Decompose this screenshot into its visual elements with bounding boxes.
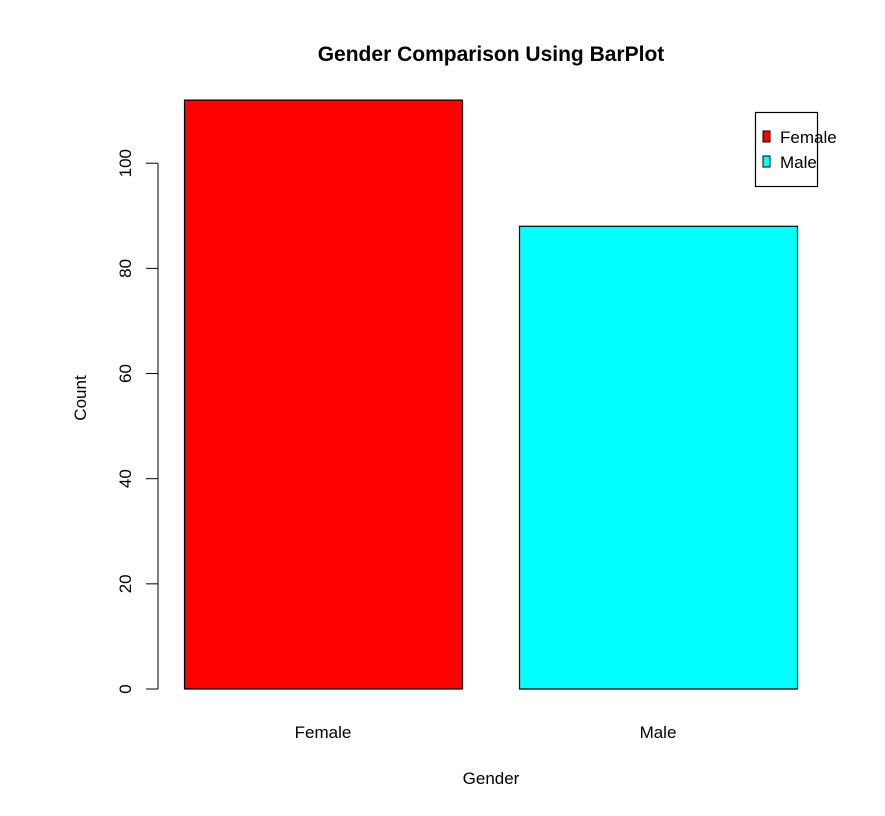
bar-female: [183, 99, 464, 690]
x-tick-label: Female: [295, 723, 352, 742]
legend: Female Male: [754, 111, 837, 188]
y-tick-label: 100: [116, 149, 135, 177]
bars-group: [183, 99, 799, 690]
x-tick-label: Male: [640, 723, 677, 742]
y-tick-label: 60: [116, 364, 135, 383]
bar-male: [518, 225, 799, 690]
legend-swatch: [762, 130, 771, 143]
y-axis-label: Count: [71, 375, 90, 421]
y-tick-label: 0: [116, 684, 135, 693]
chart-title: Gender Comparison Using BarPlot: [318, 43, 665, 66]
y-tick-label: 80: [116, 259, 135, 278]
x-axis-label: Gender: [463, 769, 520, 788]
y-tick-label: 40: [116, 469, 135, 488]
y-axis: 0 20 40 60 80 100: [116, 149, 159, 694]
legend-swatch: [762, 155, 771, 168]
x-tick-labels: Female Male: [295, 723, 677, 742]
y-tick-label: 20: [116, 574, 135, 593]
legend-label: Female: [780, 128, 837, 147]
legend-label: Male: [780, 153, 817, 172]
legend-box: [754, 111, 819, 188]
